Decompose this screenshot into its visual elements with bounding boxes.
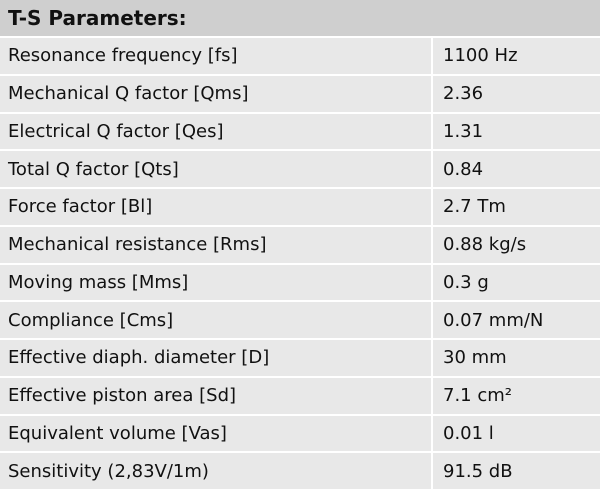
parameter-name: Total Q factor [Qts]	[0, 151, 433, 187]
parameter-value: 1100 Hz	[433, 38, 600, 74]
table-row: Electrical Q factor [Qes] 1.31	[0, 113, 600, 152]
parameter-value: 0.84	[433, 151, 600, 187]
parameter-name: Sensitivity (2,83V/1m)	[0, 453, 433, 489]
parameter-value: 0.07 mm/N	[433, 302, 600, 338]
parameter-value: 2.36	[433, 75, 600, 112]
table-row: Mechanical Q factor [Qms] 2.36	[0, 75, 600, 114]
parameter-name: Mechanical resistance [Rms]	[0, 226, 433, 263]
table-row: Moving mass [Mms] 0.3 g	[0, 264, 600, 303]
parameter-name: Electrical Q factor [Qes]	[0, 113, 433, 150]
parameter-name: Equivalent volume [Vas]	[0, 415, 433, 452]
parameter-name: Force factor [Bl]	[0, 189, 433, 225]
parameter-value: 1.31	[433, 113, 600, 150]
parameter-value: 0.88 kg/s	[433, 226, 600, 263]
parameter-value: 7.1 cm²	[433, 377, 600, 414]
parameter-value: 2.7 Tm	[433, 189, 600, 225]
parameter-value: 0.3 g	[433, 264, 600, 301]
parameter-name: Compliance [Cms]	[0, 302, 433, 338]
parameter-value: 30 mm	[433, 340, 600, 376]
parameter-name: Moving mass [Mms]	[0, 264, 433, 301]
table-row: Resonance frequency [fs] 1100 Hz	[0, 38, 600, 76]
table-row: Mechanical resistance [Rms] 0.88 kg/s	[0, 226, 600, 265]
table-row: Equivalent volume [Vas] 0.01 l	[0, 415, 600, 454]
table-row: Force factor [Bl] 2.7 Tm	[0, 189, 600, 227]
parameter-name: Resonance frequency [fs]	[0, 38, 433, 74]
parameter-name: Effective diaph. diameter [D]	[0, 340, 433, 376]
table-row: Sensitivity (2,83V/1m) 91.5 dB	[0, 453, 600, 489]
parameter-value: 91.5 dB	[433, 453, 600, 489]
table-row: Compliance [Cms] 0.07 mm/N	[0, 302, 600, 340]
table-title: T-S Parameters:	[0, 0, 600, 38]
parameter-value: 0.01 l	[433, 415, 600, 452]
table-row: Effective piston area [Sd] 7.1 cm²	[0, 377, 600, 416]
parameter-name: Mechanical Q factor [Qms]	[0, 75, 433, 112]
table-row: Total Q factor [Qts] 0.84	[0, 151, 600, 189]
parameter-name: Effective piston area [Sd]	[0, 377, 433, 414]
table-row: Effective diaph. diameter [D] 30 mm	[0, 340, 600, 378]
